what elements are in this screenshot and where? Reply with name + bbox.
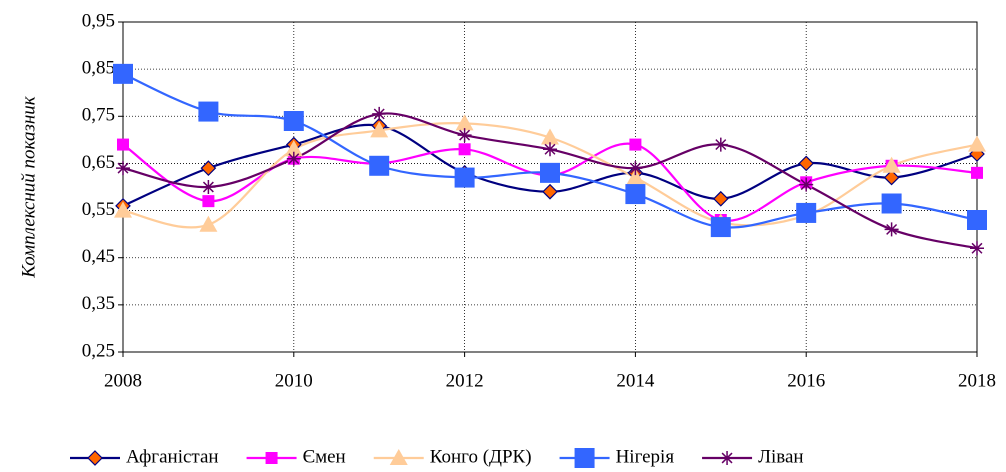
- marker: [626, 168, 645, 185]
- marker: [389, 449, 408, 465]
- y-tick-label: 0,75: [82, 105, 115, 126]
- legend-item: Ліван: [702, 446, 804, 467]
- marker: [458, 143, 471, 156]
- marker: [713, 137, 728, 152]
- legend-item: Ємен: [246, 446, 346, 467]
- marker: [284, 140, 303, 157]
- marker: [720, 451, 735, 465]
- marker: [540, 162, 560, 183]
- x-tick-label: 2014: [616, 370, 655, 391]
- marker: [541, 128, 559, 145]
- marker: [883, 169, 900, 186]
- marker: [457, 128, 472, 143]
- legend-label: Нігерія: [616, 446, 675, 467]
- marker: [712, 190, 729, 207]
- y-tick-label: 0,65: [82, 152, 115, 173]
- y-tick-label: 0,95: [82, 10, 115, 31]
- marker: [454, 167, 475, 188]
- marker: [881, 193, 902, 214]
- marker: [629, 138, 642, 151]
- marker: [628, 161, 643, 176]
- marker: [543, 142, 557, 157]
- marker: [286, 151, 301, 166]
- marker: [372, 106, 387, 121]
- x-tick-label: 2016: [787, 370, 825, 391]
- marker: [574, 448, 595, 468]
- y-tick-label: 0,45: [82, 246, 115, 267]
- x-tick-label: 2018: [958, 370, 996, 391]
- marker: [971, 166, 983, 179]
- marker: [113, 63, 133, 84]
- y-axis-label: Комплексний показник: [18, 95, 39, 279]
- marker: [542, 183, 558, 200]
- marker: [882, 156, 901, 173]
- legend-item: Конго (ДРК): [373, 446, 532, 467]
- y-tick-label: 0,25: [82, 340, 115, 361]
- legend-label: Ліван: [758, 446, 804, 467]
- marker: [117, 138, 129, 151]
- marker: [968, 135, 986, 152]
- marker: [970, 241, 984, 256]
- marker: [116, 161, 130, 176]
- y-tick-label: 0,35: [82, 293, 115, 314]
- y-tick-label: 0,55: [82, 199, 115, 220]
- marker: [967, 210, 987, 230]
- marker: [798, 155, 815, 172]
- marker: [625, 184, 646, 205]
- marker: [200, 160, 217, 176]
- marker: [796, 202, 817, 223]
- legend-label: Ємен: [303, 446, 346, 467]
- marker: [710, 217, 731, 238]
- marker: [283, 111, 304, 131]
- x-tick-label: 2008: [104, 370, 142, 391]
- x-tick-label: 2012: [446, 370, 484, 391]
- marker: [884, 222, 899, 237]
- legend-item: Нігерія: [559, 446, 675, 468]
- legend: Афганістан Ємен Конго (ДРК) Нігерія Ліван: [70, 446, 804, 468]
- legend-label: Афганістан: [126, 446, 219, 467]
- marker: [87, 450, 103, 466]
- marker: [198, 101, 219, 122]
- marker: [199, 215, 218, 232]
- marker: [201, 180, 216, 194]
- marker: [265, 452, 278, 464]
- marker: [799, 177, 814, 192]
- marker: [202, 195, 215, 208]
- marker: [455, 114, 474, 131]
- marker: [114, 201, 132, 218]
- legend-label: Конго (ДРК): [430, 446, 532, 467]
- marker: [369, 155, 390, 176]
- legend-item: Афганістан: [70, 446, 219, 467]
- x-tick-label: 2010: [275, 370, 313, 391]
- marker: [370, 121, 389, 138]
- plot-border: [122, 21, 978, 353]
- y-tick-label: 0,85: [82, 58, 115, 79]
